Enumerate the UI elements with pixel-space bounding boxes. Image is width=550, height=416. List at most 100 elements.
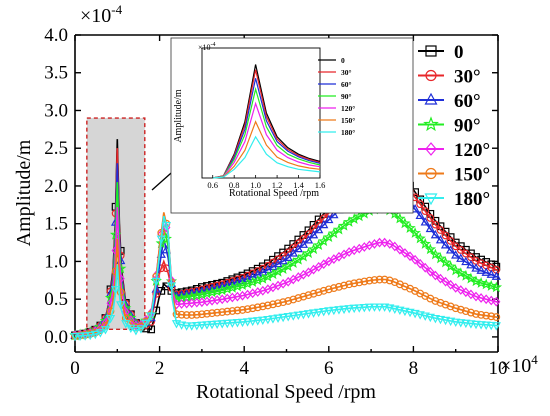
data-point — [304, 291, 313, 300]
data-point — [349, 304, 359, 314]
data-point — [426, 214, 435, 222]
legend-marker — [425, 69, 437, 82]
data-point — [309, 289, 318, 298]
data-point — [293, 243, 303, 253]
legend-item: 30° — [418, 67, 481, 88]
data-point — [293, 311, 303, 321]
inset-legend-label: 60° — [341, 80, 352, 89]
data-point — [242, 318, 253, 327]
data-point — [445, 245, 456, 254]
x-multiplier-base: ×10 — [500, 355, 531, 377]
data-point — [238, 271, 247, 280]
inset-legend-item: 0 — [318, 56, 345, 65]
data-point — [456, 253, 466, 262]
data-point — [440, 316, 451, 326]
data-point — [470, 275, 482, 287]
data-point — [268, 315, 278, 324]
data-point — [202, 321, 212, 330]
data-point — [283, 313, 293, 322]
data-point — [394, 212, 406, 224]
data-point — [258, 316, 268, 326]
data-point — [238, 306, 247, 314]
data-point — [380, 237, 389, 248]
legend: 0 30° 60° 90° 120° 150° 180° — [418, 42, 490, 210]
data-point — [172, 310, 181, 319]
data-point — [232, 319, 243, 328]
data-point — [350, 279, 359, 288]
x-tick-label: 2 — [155, 358, 165, 379]
data-point — [278, 313, 288, 323]
data-point — [182, 322, 192, 331]
data-point — [329, 306, 339, 316]
data-point — [141, 319, 151, 329]
data-point — [455, 267, 467, 279]
data-point — [390, 241, 399, 252]
data-point — [319, 286, 328, 295]
x-tick-label: 0 — [70, 358, 80, 379]
x-tick-label: 8 — [409, 358, 419, 379]
y-tick-label: 3.5 — [44, 63, 68, 84]
data-point — [227, 319, 238, 328]
data-point — [456, 305, 465, 314]
data-point — [100, 326, 111, 335]
inset-y-multiplier: ×10-4 — [198, 42, 216, 52]
data-point — [414, 232, 426, 244]
inset-legend-item: 60° — [318, 80, 352, 89]
x-tick-label: 10 — [489, 358, 508, 379]
legend-item: 60° — [418, 91, 481, 112]
data-point — [354, 304, 364, 313]
inset-y-axis-title: Amplitude/m — [173, 89, 184, 143]
inset-legend-item: 150° — [318, 116, 355, 125]
data-point — [380, 275, 389, 284]
data-point — [263, 315, 273, 325]
data-point — [298, 239, 309, 248]
y-multiplier: ×10-4 — [80, 2, 123, 27]
data-point — [121, 320, 131, 329]
data-point — [339, 305, 349, 315]
data-point — [182, 311, 191, 319]
data-point — [203, 309, 211, 318]
inset-legend-item: 30° — [318, 68, 352, 77]
data-point — [419, 237, 431, 249]
data-point — [405, 308, 415, 318]
data-point — [95, 329, 106, 338]
inset-series-line — [212, 78, 321, 179]
data-point — [451, 318, 461, 328]
data-point — [481, 321, 491, 330]
data-point — [75, 332, 85, 342]
inset-legend-label: 90° — [341, 92, 352, 101]
data-point — [477, 310, 485, 319]
legend-label: 90° — [454, 116, 481, 137]
data-point — [446, 236, 455, 245]
legend-item: 150° — [418, 165, 490, 186]
data-point — [110, 286, 121, 295]
data-point — [431, 270, 440, 281]
data-point — [111, 267, 120, 276]
data-point — [355, 278, 364, 287]
data-point — [456, 319, 466, 328]
data-point — [411, 254, 420, 265]
data-point — [465, 272, 477, 284]
y-tick-label: 1.0 — [44, 251, 68, 272]
data-point — [471, 263, 481, 272]
inset-series-line — [212, 86, 321, 179]
data-point — [223, 307, 232, 316]
x-multiplier-exp: 4 — [531, 352, 538, 367]
legend-marker — [424, 92, 438, 105]
data-point — [344, 305, 354, 314]
data-point — [369, 303, 380, 312]
data-point — [471, 320, 481, 330]
data-point — [491, 271, 501, 280]
inset-x-tick-label: 0.8 — [229, 180, 240, 190]
data-point — [466, 259, 476, 269]
data-point — [283, 252, 293, 261]
data-point — [475, 276, 487, 288]
data-point — [136, 325, 146, 334]
data-point — [70, 332, 80, 342]
data-point — [375, 275, 384, 284]
legend-item: 180° — [418, 189, 490, 210]
data-point — [451, 250, 461, 259]
data-point — [390, 278, 399, 287]
inset-series-line — [212, 135, 321, 179]
